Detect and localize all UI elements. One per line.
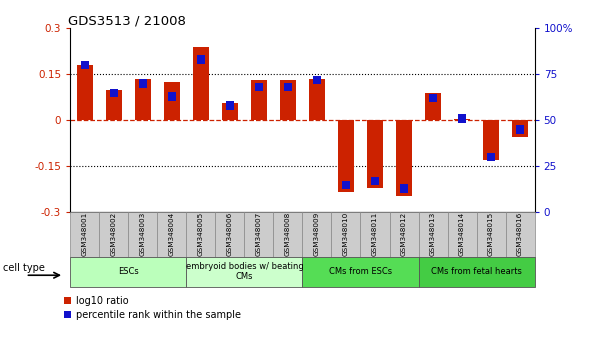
Text: CMs from ESCs: CMs from ESCs <box>329 267 392 276</box>
Bar <box>419 212 447 257</box>
Bar <box>284 83 292 91</box>
Bar <box>100 212 128 257</box>
Bar <box>139 79 147 88</box>
Bar <box>338 120 354 193</box>
Bar <box>302 212 332 257</box>
Bar <box>77 65 93 120</box>
Legend: log10 ratio, percentile rank within the sample: log10 ratio, percentile rank within the … <box>63 295 241 320</box>
Bar <box>244 212 274 257</box>
Bar <box>396 120 412 195</box>
Text: embryoid bodies w/ beating
CMs: embryoid bodies w/ beating CMs <box>186 262 303 281</box>
Bar <box>274 212 302 257</box>
Bar <box>197 56 205 64</box>
Bar <box>429 94 437 102</box>
Bar <box>487 153 495 161</box>
Bar <box>81 61 89 69</box>
Bar <box>512 120 528 137</box>
Text: GSM348014: GSM348014 <box>459 211 465 256</box>
Text: ESCs: ESCs <box>118 267 139 276</box>
Text: GSM348004: GSM348004 <box>169 211 175 256</box>
Bar <box>371 177 379 185</box>
Bar <box>458 114 466 123</box>
Bar <box>216 212 244 257</box>
Bar <box>222 103 238 120</box>
Bar <box>390 212 419 257</box>
Bar <box>135 79 151 120</box>
Bar <box>280 80 296 120</box>
Text: GSM348003: GSM348003 <box>140 211 146 256</box>
Bar <box>454 119 470 120</box>
Text: GSM348011: GSM348011 <box>372 211 378 256</box>
Bar <box>367 120 383 188</box>
Bar <box>360 212 390 257</box>
Bar <box>425 93 441 120</box>
Bar <box>419 257 535 287</box>
Bar <box>477 212 506 257</box>
Text: cell type: cell type <box>3 263 45 273</box>
Bar <box>400 184 408 193</box>
Text: GSM348016: GSM348016 <box>517 211 523 256</box>
Bar <box>106 90 122 120</box>
Bar <box>110 88 118 97</box>
Text: GSM348015: GSM348015 <box>488 211 494 256</box>
Text: GSM348006: GSM348006 <box>227 211 233 256</box>
Text: GSM348010: GSM348010 <box>343 211 349 256</box>
Text: GSM348001: GSM348001 <box>82 211 88 256</box>
Bar <box>168 92 176 101</box>
Bar <box>255 83 263 91</box>
Bar <box>302 257 419 287</box>
Bar <box>483 120 499 160</box>
Bar <box>516 125 524 134</box>
Bar <box>70 257 186 287</box>
Text: GSM348007: GSM348007 <box>256 211 262 256</box>
Text: GSM348002: GSM348002 <box>111 211 117 256</box>
Bar <box>193 47 209 120</box>
Bar <box>331 212 360 257</box>
Text: GSM348009: GSM348009 <box>314 211 320 256</box>
Text: GSM348012: GSM348012 <box>401 211 407 256</box>
Bar <box>506 212 535 257</box>
Bar <box>164 82 180 120</box>
Text: GSM348005: GSM348005 <box>198 211 204 256</box>
Bar <box>309 79 325 120</box>
Bar <box>313 76 321 84</box>
Bar <box>342 181 350 189</box>
Text: CMs from fetal hearts: CMs from fetal hearts <box>431 267 522 276</box>
Bar <box>186 257 302 287</box>
Bar <box>226 102 234 110</box>
Text: GSM348013: GSM348013 <box>430 211 436 256</box>
Bar <box>158 212 186 257</box>
Bar <box>251 80 267 120</box>
Text: GDS3513 / 21008: GDS3513 / 21008 <box>68 14 186 27</box>
Bar <box>128 212 158 257</box>
Bar <box>186 212 216 257</box>
Bar <box>447 212 477 257</box>
Bar <box>70 212 99 257</box>
Text: GSM348008: GSM348008 <box>285 211 291 256</box>
